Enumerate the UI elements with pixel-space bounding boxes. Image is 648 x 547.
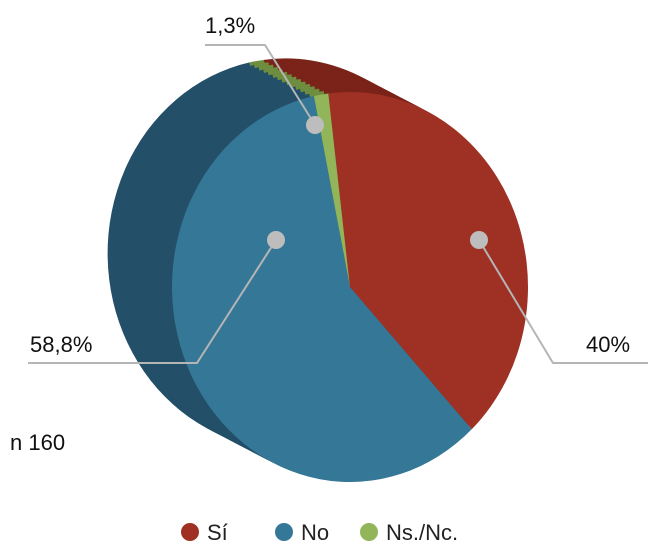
legend-label-si: Sí <box>207 520 228 545</box>
data-label-si: 40% <box>586 332 630 357</box>
legend-label-nsnc: Ns./Nc. <box>386 520 458 545</box>
legend: Sí No Ns./Nc. <box>181 520 458 545</box>
legend-swatch-nsnc <box>360 523 378 541</box>
legend-label-no: No <box>301 520 329 545</box>
legend-swatch-no <box>275 523 293 541</box>
pie-slices <box>172 92 528 482</box>
data-label-nsnc: 1,3% <box>205 13 255 38</box>
data-label-no: 58,8% <box>30 332 92 357</box>
leader-dot-nsnc <box>306 116 324 134</box>
legend-swatch-si <box>181 523 199 541</box>
leader-dot-no <box>267 231 285 249</box>
sample-size-label: n 160 <box>10 430 65 455</box>
leader-dot-si <box>470 231 488 249</box>
